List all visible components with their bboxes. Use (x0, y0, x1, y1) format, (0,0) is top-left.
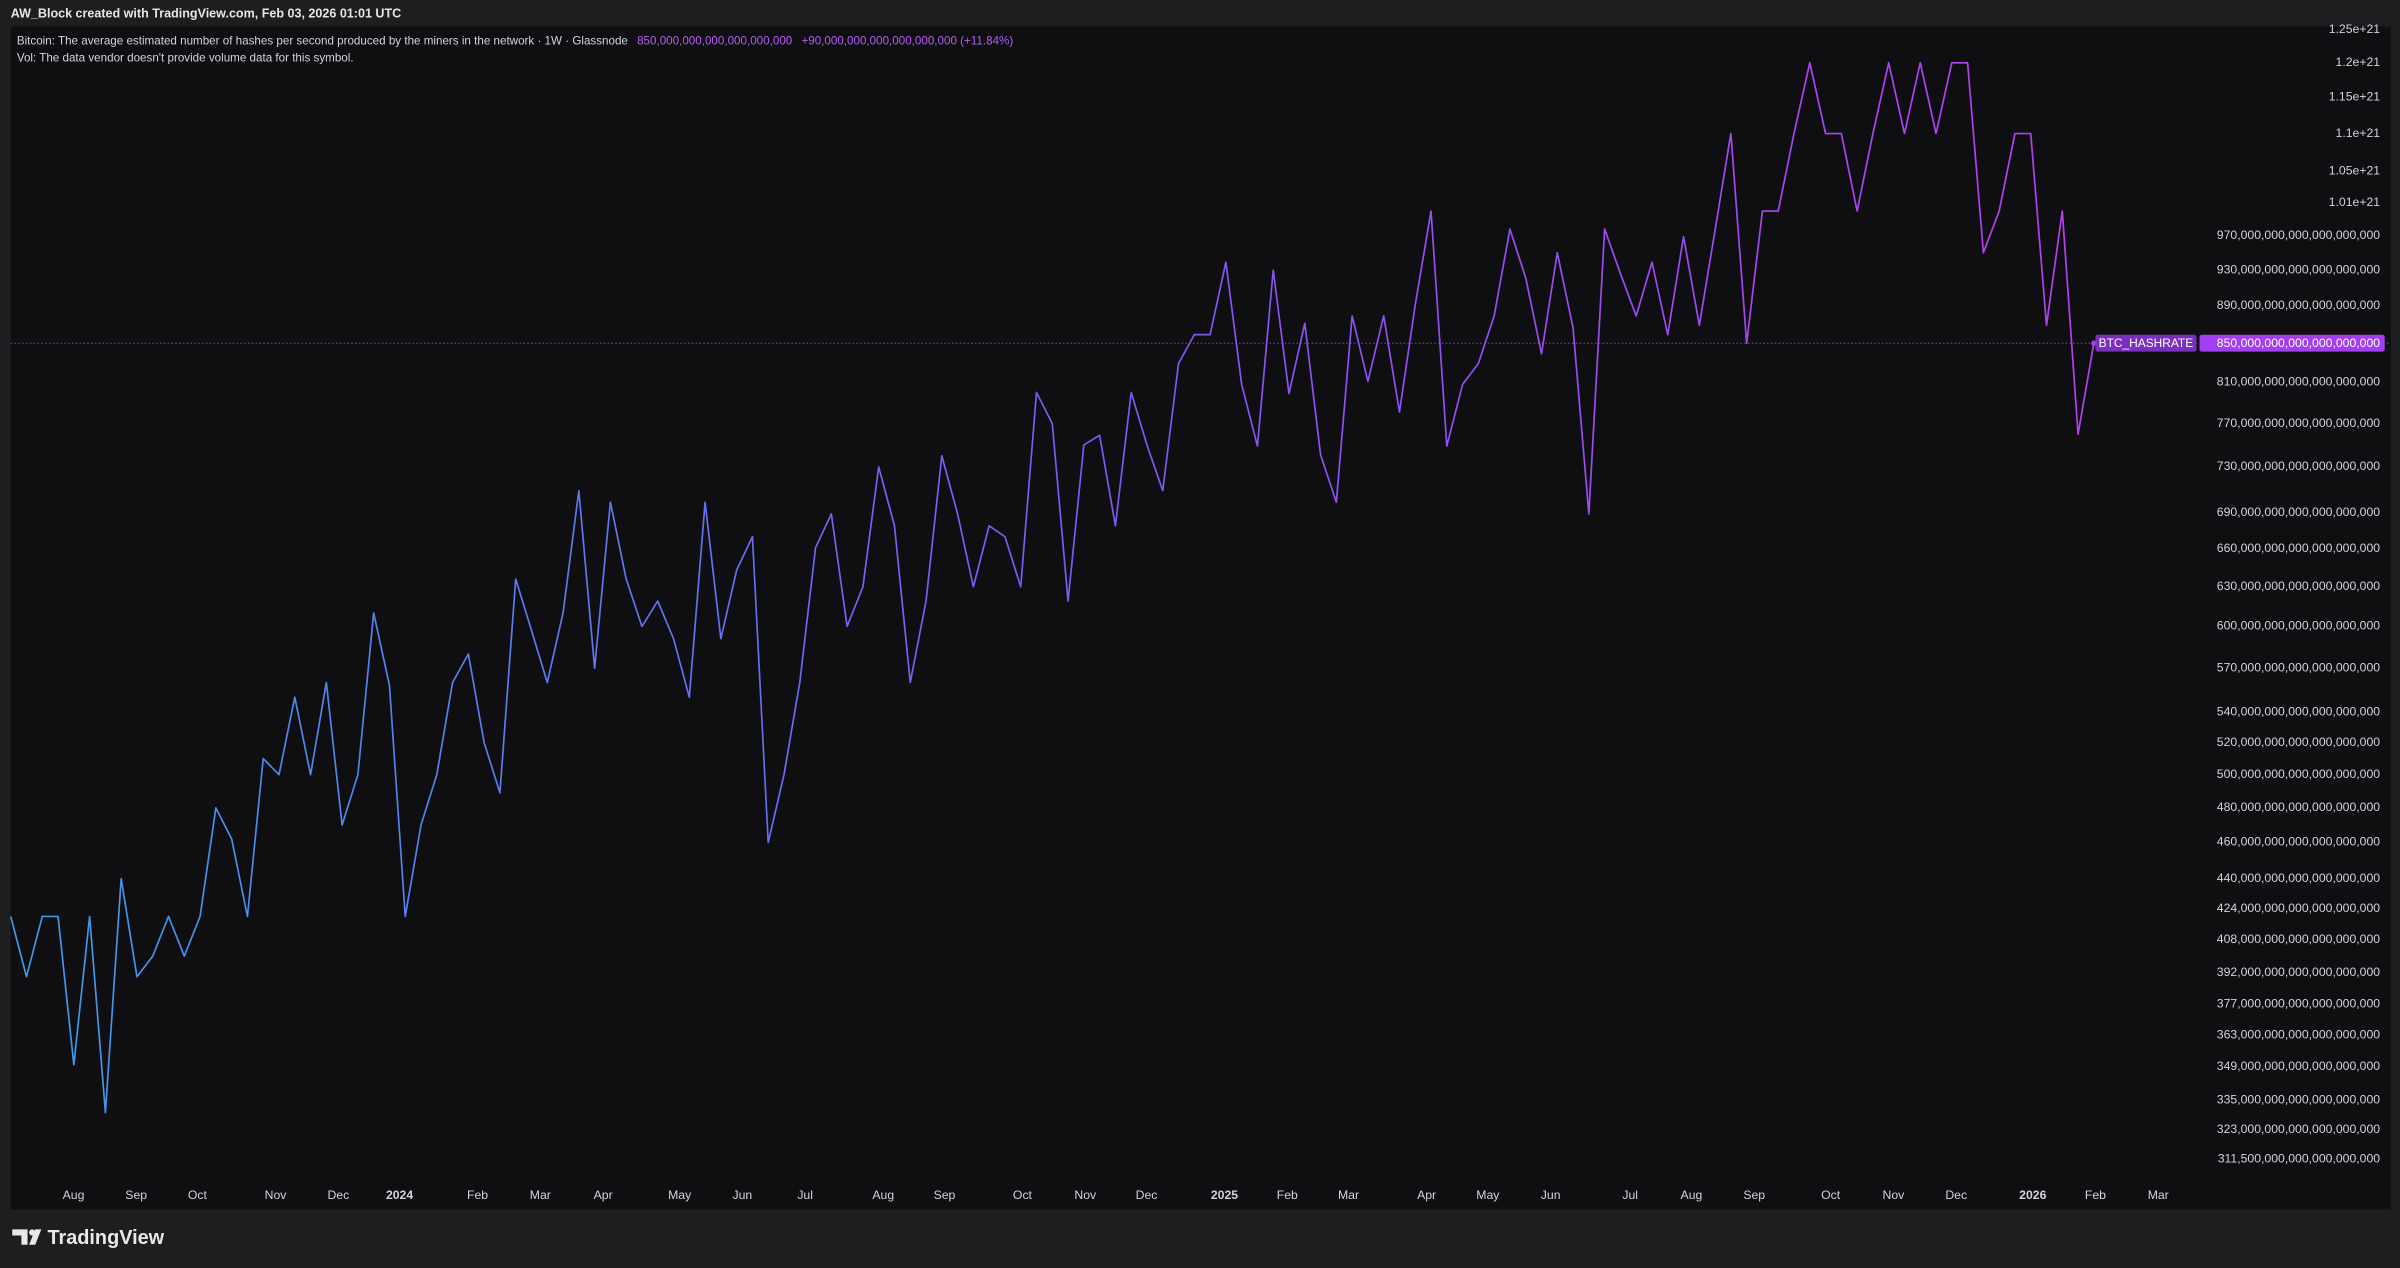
x-tick-label: Nov (1074, 1188, 1097, 1202)
x-tick-label: May (668, 1188, 692, 1202)
y-tick-label: 600,000,000,000,000,000,000 (2217, 619, 2380, 633)
y-tick-label: 1.1e+21 (2336, 126, 2381, 140)
y-tick-label: 540,000,000,000,000,000,000 (2217, 704, 2380, 718)
x-tick-label: Dec (1945, 1188, 1967, 1202)
x-tick-label: Mar (1338, 1188, 1359, 1202)
y-tick-label: 1.01e+21 (2329, 195, 2381, 209)
volume-note: Vol: The data vendor doesn't provide vol… (17, 52, 354, 65)
y-tick-label: 630,000,000,000,000,000,000 (2217, 579, 2380, 593)
x-tick-label: Oct (188, 1188, 208, 1202)
y-tick-label: 730,000,000,000,000,000,000 (2217, 459, 2380, 473)
logo-dot (29, 1229, 36, 1236)
brand: TradingView (47, 1227, 164, 1249)
legend-description: Bitcoin: The average estimated number of… (17, 35, 1014, 48)
x-tick-label: Mar (530, 1188, 551, 1202)
y-tick-label: 392,000,000,000,000,000,000 (2217, 965, 2380, 979)
price-tag: 850,000,000,000,000,000,000 (2217, 336, 2380, 350)
x-tick-label: May (1476, 1188, 1500, 1202)
y-tick-label: 424,000,000,000,000,000,000 (2217, 901, 2380, 915)
x-tick-label: Jun (732, 1188, 752, 1202)
x-tick-label: Apr (1417, 1188, 1436, 1202)
y-tick-label: 377,000,000,000,000,000,000 (2217, 997, 2380, 1011)
x-tick-label: Nov (265, 1188, 288, 1202)
legend-description-text: Bitcoin: The average estimated number of… (17, 35, 628, 48)
y-tick-label: 335,000,000,000,000,000,000 (2217, 1093, 2380, 1107)
tradingview-logo: TradingView (12, 1227, 165, 1249)
y-tick-label: 363,000,000,000,000,000,000 (2217, 1027, 2380, 1041)
y-tick-label: 1.05e+21 (2329, 164, 2381, 178)
y-tick-label: 930,000,000,000,000,000,000 (2217, 262, 2380, 276)
series-line (9, 61, 2095, 1114)
name-tag-bg (2095, 334, 2197, 352)
x-tick-label: Feb (2085, 1188, 2106, 1202)
y-tick-label: 1.2e+21 (2336, 55, 2381, 69)
y-tick-label: 810,000,000,000,000,000,000 (2217, 375, 2380, 389)
chart-panel (10, 26, 2391, 1210)
x-tick-label: Sep (125, 1188, 147, 1202)
y-tick-label: 460,000,000,000,000,000,000 (2217, 835, 2380, 849)
x-tick-label: Aug (872, 1188, 894, 1202)
x-tick-label: Aug (63, 1188, 85, 1202)
y-tick-label: 311,500,000,000,000,000,000 (2218, 1152, 2381, 1166)
last-point (2091, 340, 2097, 346)
y-tick-label: 1.15e+21 (2329, 90, 2381, 104)
legend-value: 850,000,000,000,000,000,000 (637, 35, 793, 48)
x-tick-label: 2024 (386, 1188, 413, 1202)
x-tick-label: Mar (2148, 1188, 2169, 1202)
y-tick-label: 323,000,000,000,000,000,000 (2217, 1122, 2380, 1136)
x-tick-label: Jul (797, 1188, 813, 1202)
credit: AW_Block created with TradingView.com, F… (11, 6, 402, 20)
x-tick-label: Aug (1681, 1188, 1703, 1202)
y-tick-label: 349,000,000,000,000,000,000 (2217, 1059, 2380, 1073)
y-tick-label: 570,000,000,000,000,000,000 (2217, 660, 2380, 674)
x-tick-label: Nov (1883, 1188, 1906, 1202)
x-tick-label: Oct (1821, 1188, 1841, 1202)
x-tick-label: Apr (594, 1188, 613, 1202)
x-tick-label: Dec (1136, 1188, 1158, 1202)
y-tick-label: 440,000,000,000,000,000,000 (2217, 871, 2380, 885)
y-tick-label: 660,000,000,000,000,000,000 (2217, 541, 2380, 555)
y-tick-label: 520,000,000,000,000,000,000 (2217, 735, 2380, 749)
price-tag-bg (2199, 334, 2385, 352)
x-tick-label: 2026 (2019, 1188, 2046, 1202)
y-tick-label: 1.25e+21 (2329, 22, 2381, 36)
y-tick-label: 770,000,000,000,000,000,000 (2217, 416, 2380, 430)
y-tick-label: 690,000,000,000,000,000,000 (2217, 505, 2380, 519)
x-tick-label: Jul (1622, 1188, 1638, 1202)
y-tick-label: 970,000,000,000,000,000,000 (2217, 228, 2380, 242)
x-tick-label: Oct (1013, 1188, 1033, 1202)
y-tick-label: 480,000,000,000,000,000,000 (2217, 800, 2380, 814)
name-tag: BTC_HASHRATE (2099, 336, 2194, 350)
x-tick-label: Sep (1743, 1188, 1765, 1202)
x-tick-label: Dec (327, 1188, 349, 1202)
x-tick-label: Feb (1277, 1188, 1298, 1202)
y-tick-label: 408,000,000,000,000,000,000 (2217, 932, 2380, 946)
y-tick-label: 500,000,000,000,000,000,000 (2217, 767, 2380, 781)
legend-change: +90,000,000,000,000,000,000 (+11.84%) (801, 35, 1013, 48)
x-tick-label: Feb (467, 1188, 488, 1202)
x-tick-label: Sep (934, 1188, 956, 1202)
y-tick-label: 890,000,000,000,000,000,000 (2217, 298, 2380, 312)
x-tick-label: Jun (1541, 1188, 1561, 1202)
x-tick-label: 2025 (1211, 1188, 1238, 1202)
